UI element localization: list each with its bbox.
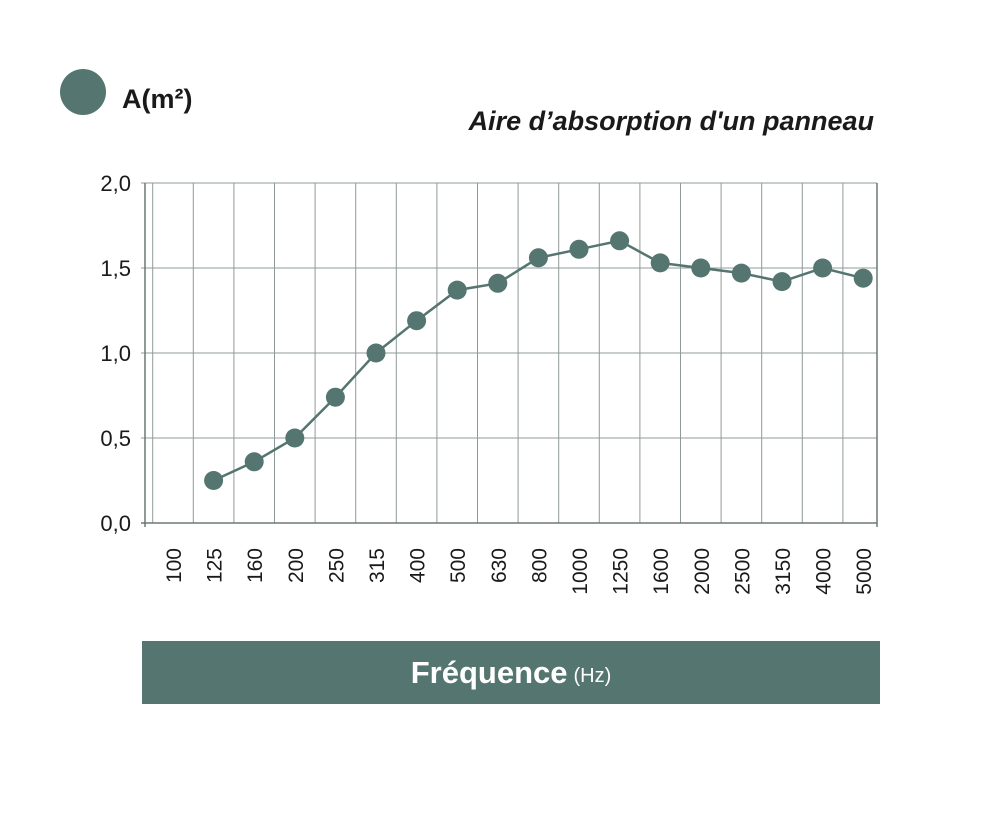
data-point	[610, 231, 630, 251]
x-tick-label: 1250	[610, 548, 633, 595]
data-point	[731, 263, 751, 283]
data-point	[813, 258, 833, 278]
legend: A(m²)	[60, 68, 192, 115]
y-tick-label: 0,0	[100, 511, 131, 536]
x-axis-title: Fréquence	[410, 654, 568, 690]
x-tick-label: 100	[163, 548, 186, 583]
x-tick-label: 1600	[650, 548, 673, 595]
x-tick-label: 4000	[813, 548, 836, 595]
y-tick-label: 1,5	[100, 256, 131, 281]
x-tick-label: 630	[488, 548, 511, 583]
x-tick-label: 1000	[569, 548, 592, 595]
x-tick-label: 3150	[772, 548, 795, 595]
x-tick-label: 160	[244, 548, 267, 583]
data-point	[204, 471, 224, 490]
data-point	[447, 280, 467, 300]
x-tick-label: 400	[407, 548, 430, 583]
data-point	[366, 343, 386, 363]
x-axis-unit: (Hz)	[573, 665, 612, 687]
chart-title: Aire d’absorption d'un panneau	[468, 106, 874, 136]
x-tick-label: 500	[447, 548, 470, 583]
x-tick-label: 5000	[853, 548, 876, 595]
y-tick-label: 2,0	[100, 171, 131, 196]
x-tick-label: 250	[325, 548, 348, 583]
x-tick-label: 200	[285, 548, 308, 583]
data-point	[285, 428, 305, 448]
legend-marker-icon	[60, 68, 106, 115]
x-tick-label: 800	[528, 548, 551, 583]
y-tick-label: 0,5	[100, 426, 131, 451]
data-point	[488, 273, 508, 293]
data-point	[772, 272, 792, 292]
x-tick-label: 2500	[731, 548, 754, 595]
data-point	[244, 452, 264, 472]
data-point	[650, 253, 670, 273]
data-point	[569, 239, 589, 259]
data-point	[691, 258, 711, 278]
series-line	[213, 239, 864, 482]
data-point	[325, 387, 345, 407]
data-point	[853, 268, 873, 288]
data-point	[407, 311, 427, 331]
data-point	[528, 248, 548, 268]
x-tick-label: 315	[366, 548, 389, 583]
y-tick-label: 1,0	[100, 341, 131, 366]
legend-label: A(m²)	[122, 84, 193, 114]
x-tick-label: 125	[204, 548, 227, 583]
x-axis-title-bar: Fréquence (Hz)	[142, 641, 880, 704]
line-chart: 0,0 0,5 1,0 1,5 2,0 100 125 160 200 250 315 400 500 6…	[100, 171, 878, 595]
x-tick-label: 2000	[691, 548, 714, 595]
